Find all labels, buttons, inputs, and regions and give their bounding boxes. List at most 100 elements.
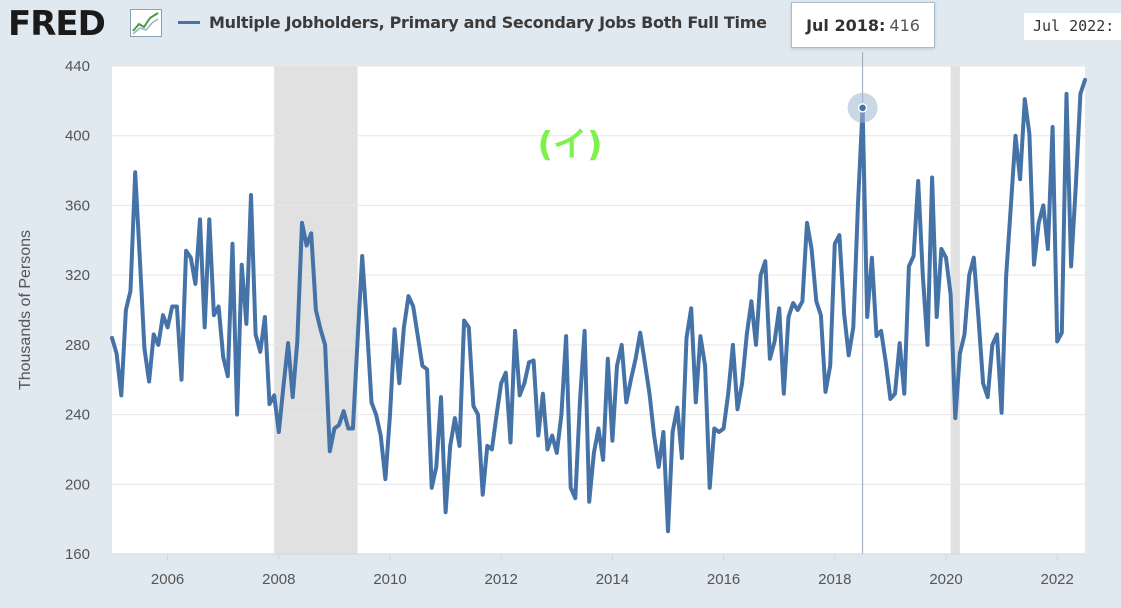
data-point [430,486,434,490]
data-point [944,256,948,260]
data-point [828,364,832,368]
data-point [615,364,619,368]
data-point [791,301,795,305]
data-point [309,231,313,235]
data-point [1004,273,1008,277]
data-point [485,444,489,448]
y-tick-240: 240 [65,407,90,424]
data-point [689,306,693,310]
data-point [217,305,221,309]
data-point [754,343,758,347]
data-point [495,413,499,417]
data-point [972,256,976,260]
data-point [235,413,239,417]
data-point [990,343,994,347]
data-point [902,392,906,396]
data-point [522,381,526,385]
data-point [1041,203,1045,207]
data-point [407,294,411,298]
data-point [203,325,207,329]
data-point [740,381,744,385]
data-point [374,413,378,417]
data-point [722,427,726,431]
data-point [272,393,276,397]
data-point [388,413,392,417]
data-point [291,395,295,399]
data-point [986,395,990,399]
data-point [967,273,971,277]
data-point [949,292,953,296]
x-tick-2022: 2022 [1041,571,1074,588]
data-point [152,332,156,336]
data-point [958,352,962,356]
data-point [786,315,790,319]
data-point [184,249,188,253]
data-point [546,447,550,451]
data-point [411,305,415,309]
data-point [249,193,253,197]
data-point [1032,263,1036,267]
data-point [369,400,373,404]
data-point [504,371,508,375]
data-point [156,343,160,347]
data-point [170,305,174,309]
data-point [1027,132,1031,136]
data-point [328,449,332,453]
data-point [342,409,346,413]
data-point [647,392,651,396]
data-point [110,336,114,340]
logo-graph-icon [130,9,162,37]
data-point [356,338,360,342]
fred-logo[interactable]: FRED [8,4,106,44]
data-point [550,433,554,437]
y-tick-320: 320 [65,267,90,284]
x-tick-2008: 2008 [262,571,295,588]
series-line[interactable] [110,77,1087,534]
data-point [763,259,767,263]
data-point [555,451,559,455]
data-point [513,329,517,333]
data-point [175,305,179,309]
data-point [420,364,424,368]
y-tick-440: 440 [65,58,90,75]
data-point [578,399,582,403]
data-point [318,327,322,331]
data-point [323,343,327,347]
data-point [393,327,397,331]
data-point [805,221,809,225]
data-point [569,486,573,490]
data-point [490,447,494,451]
data-point [212,313,216,317]
data-point [559,413,563,417]
data-point [457,444,461,448]
x-tick-2020: 2020 [929,571,962,588]
data-point [281,385,285,389]
y-tick-200: 200 [65,476,90,493]
y-tick-400: 400 [65,128,90,145]
data-point [930,176,934,180]
legend[interactable]: Multiple Jobholders, Primary and Seconda… [178,10,767,34]
highlight-point[interactable] [857,103,868,113]
data-point [439,395,443,399]
data-point [286,341,290,345]
data-point [198,217,202,221]
plot-background [112,66,1085,554]
data-point [226,374,230,378]
data-point [893,392,897,396]
data-point [1060,331,1064,335]
data-point [601,458,605,462]
data-point [824,390,828,394]
data-point [629,378,633,382]
data-point [680,456,684,460]
data-point [536,433,540,437]
y-tick-160: 160 [65,546,90,563]
data-point [995,332,999,336]
data-point [416,334,420,338]
data-point [434,465,438,469]
data-point [884,360,888,364]
data-point [583,329,587,333]
recession-band-1 [950,66,960,554]
data-point [1009,203,1013,207]
data-point [870,256,874,260]
